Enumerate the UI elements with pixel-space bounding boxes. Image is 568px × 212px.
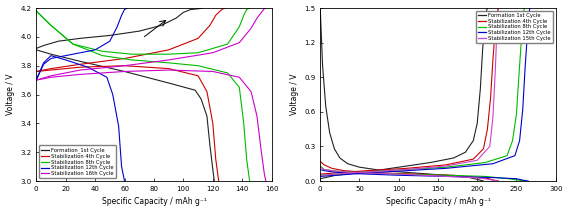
Legend: Formation 1st Cycle, Stabilization 4th Cycle, Stabilization 8th Cycle, Stabiliza: Formation 1st Cycle, Stabilization 4th C… (476, 11, 553, 43)
X-axis label: Specific Capacity / mAh g⁻¹: Specific Capacity / mAh g⁻¹ (386, 197, 490, 206)
Y-axis label: Voltage / V: Voltage / V (290, 74, 299, 115)
Y-axis label: Voltage / V: Voltage / V (6, 74, 15, 115)
X-axis label: Specific Capacity / mAh g⁻¹: Specific Capacity / mAh g⁻¹ (102, 197, 206, 206)
Legend: Formation_1st Cycle, Stabilization 4th Cycle, Stabilization 8th Cycle, Stabiliza: Formation_1st Cycle, Stabilization 4th C… (39, 145, 116, 178)
